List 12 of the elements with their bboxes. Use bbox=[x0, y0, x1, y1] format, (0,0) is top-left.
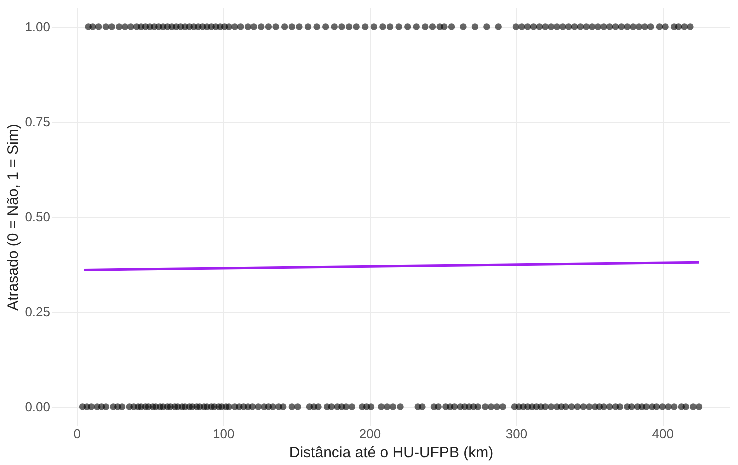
x-tick-label: 400 bbox=[652, 426, 674, 442]
y-tick-label: 0.00 bbox=[25, 400, 50, 414]
y-tick-label: 0.75 bbox=[25, 114, 50, 130]
x-axis-title: Distância até o HU-UFPB (km) bbox=[289, 444, 494, 462]
x-tick-label: 0 bbox=[74, 426, 82, 442]
x-tick-label: 300 bbox=[506, 426, 528, 442]
y-tick-label: 0.25 bbox=[25, 304, 50, 320]
y-axis-title: Atrasado (0 = Não, 1 = Sim) bbox=[5, 124, 22, 311]
x-tick-label: 200 bbox=[359, 426, 382, 442]
y-tick-label: 1.00 bbox=[25, 20, 50, 34]
y-tick-label: 0.50 bbox=[25, 210, 50, 224]
x-tick-label: 100 bbox=[212, 426, 235, 442]
